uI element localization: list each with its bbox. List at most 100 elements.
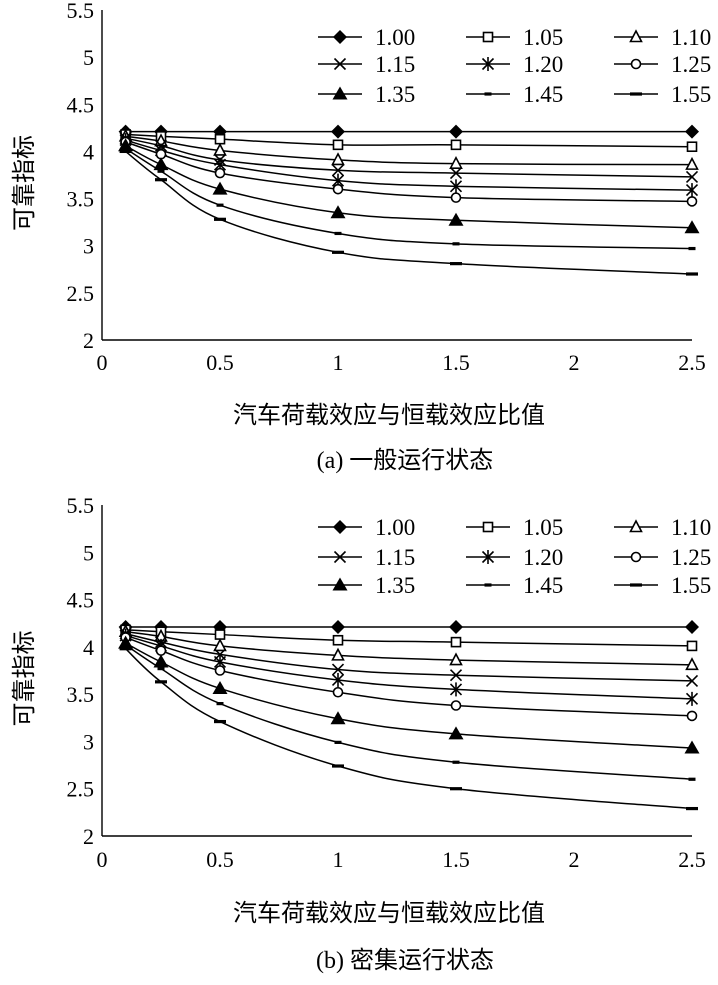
series-1.00 <box>118 124 699 139</box>
legend-label: 1.05 <box>523 515 563 540</box>
x-tick-label: 0 <box>97 847 108 872</box>
series-1.15 <box>119 627 699 687</box>
data-point-1.05 <box>332 634 344 646</box>
legend-entry-1.55: 1.55 <box>614 82 711 107</box>
legend-label: 1.20 <box>523 545 563 570</box>
data-point-1.35 <box>330 711 346 725</box>
legend-swatch-marker <box>333 550 347 564</box>
data-point-1.20 <box>685 691 699 706</box>
legend-label: 1.25 <box>671 52 711 77</box>
data-point-1.25 <box>332 686 344 698</box>
x-tick-label: 0 <box>97 350 108 375</box>
series-line-1.15 <box>125 632 693 682</box>
data-point-1.25 <box>686 196 698 207</box>
data-point-1.05 <box>450 636 462 648</box>
panel-caption: (b) 密集运行状态 <box>316 947 494 974</box>
series-1.55 <box>119 149 698 276</box>
data-point-1.25 <box>214 665 226 676</box>
y-axis-title: 可靠指标 <box>11 135 38 231</box>
data-point-1.45 <box>216 702 224 706</box>
data-point-1.20 <box>685 183 699 198</box>
legend-entry-1.35: 1.35 <box>318 82 415 107</box>
data-point-1.55 <box>155 178 167 182</box>
x-tick-label: 0.5 <box>206 350 234 375</box>
data-point-1.20 <box>449 682 463 697</box>
data-point-1.15 <box>685 170 699 183</box>
y-tick-label: 4.5 <box>67 588 95 613</box>
x-axis-title: 汽车荷载效应与恒载效应比值 <box>233 900 545 927</box>
legend-label: 1.55 <box>671 82 711 107</box>
legend-swatch-marker <box>482 521 494 533</box>
data-point-1.35 <box>212 181 228 195</box>
series-1.25 <box>120 136 698 207</box>
legend-entry-1.10: 1.10 <box>614 515 711 540</box>
legend-swatch-marker <box>333 30 347 44</box>
legend-entry-1.25: 1.25 <box>614 545 711 570</box>
data-point-1.15 <box>331 164 345 177</box>
y-tick-label: 5 <box>83 45 94 70</box>
data-point-1.55 <box>119 647 132 651</box>
legend-swatch-marker <box>629 519 643 533</box>
y-tick-label: 4.5 <box>67 92 95 117</box>
data-point-1.25 <box>450 192 462 203</box>
y-tick-label: 2.5 <box>67 777 95 802</box>
legend-entry-1.05: 1.05 <box>466 515 563 540</box>
series-1.00 <box>118 619 699 634</box>
panel-caption: (a) 一般运行状态 <box>317 447 494 474</box>
data-point-1.35 <box>153 654 169 668</box>
legend: 1.00 1.05 1.10 1.15 1.20 1.25 1.35 1.45 1.55 <box>318 515 711 598</box>
y-tick-label: 3.5 <box>67 682 95 707</box>
legend-label: 1.00 <box>375 515 415 540</box>
legend-label: 1.00 <box>375 25 415 50</box>
legend-swatch-marker <box>333 520 347 534</box>
data-point-1.55 <box>332 764 344 768</box>
legend-label: 1.10 <box>671 25 711 50</box>
x-tick-label: 1.5 <box>442 350 470 375</box>
data-point-1.15 <box>331 663 345 676</box>
data-point-1.45 <box>157 667 165 671</box>
x-tick-label: 2 <box>569 350 580 375</box>
legend-label: 1.10 <box>671 515 711 540</box>
legend-entry-1.45: 1.45 <box>466 573 563 598</box>
legend-label: 1.55 <box>671 573 711 598</box>
legend-label: 1.05 <box>523 25 563 50</box>
data-point-1.15 <box>449 167 463 180</box>
x-tick-label: 2.5 <box>678 350 706 375</box>
y-tick-label: 2 <box>83 328 94 353</box>
data-point-1.10 <box>213 638 227 652</box>
legend-label: 1.20 <box>523 52 563 77</box>
data-point-1.25 <box>450 700 462 711</box>
legend-entry-1.35: 1.35 <box>318 573 415 598</box>
y-tick-label: 3 <box>83 729 94 754</box>
series-line-1.55 <box>125 150 693 275</box>
legend-swatch-marker <box>482 31 494 43</box>
legend-swatch-marker <box>332 577 348 591</box>
series-1.05 <box>120 129 698 153</box>
series-1.10 <box>118 128 699 170</box>
legend-swatch-marker <box>629 29 643 43</box>
series-1.35 <box>118 635 700 754</box>
y-tick-label: 2.5 <box>67 281 95 306</box>
y-tick-label: 4 <box>83 139 94 164</box>
chart-panel-1: 2 2.5 3 3.5 4 4.5 5 5.5 0 0.5 1 1.5 2 2.5 汽车荷载效应与恒载效应比… <box>11 0 711 474</box>
y-tick-label: 2 <box>83 824 94 849</box>
data-point-1.55 <box>214 217 226 221</box>
legend-entry-1.55: 1.55 <box>614 573 711 598</box>
x-tick-label: 2 <box>569 847 580 872</box>
legend-swatch-marker <box>332 86 348 100</box>
data-point-1.05 <box>450 139 462 151</box>
data-point-1.35 <box>448 212 464 226</box>
data-point-1.55 <box>450 262 462 266</box>
y-tick-label: 3 <box>83 234 94 259</box>
data-point-1.55 <box>686 806 698 811</box>
legend-label: 1.15 <box>375 545 415 570</box>
data-point-1.55 <box>119 149 132 154</box>
series-1.55 <box>119 647 698 811</box>
data-point-1.25 <box>686 710 698 722</box>
legend-swatch-marker <box>630 92 642 96</box>
data-point-1.45 <box>334 740 342 744</box>
data-point-1.00 <box>449 619 463 634</box>
data-point-1.25 <box>332 183 344 195</box>
data-point-1.35 <box>212 680 228 694</box>
data-point-1.55 <box>686 272 698 276</box>
